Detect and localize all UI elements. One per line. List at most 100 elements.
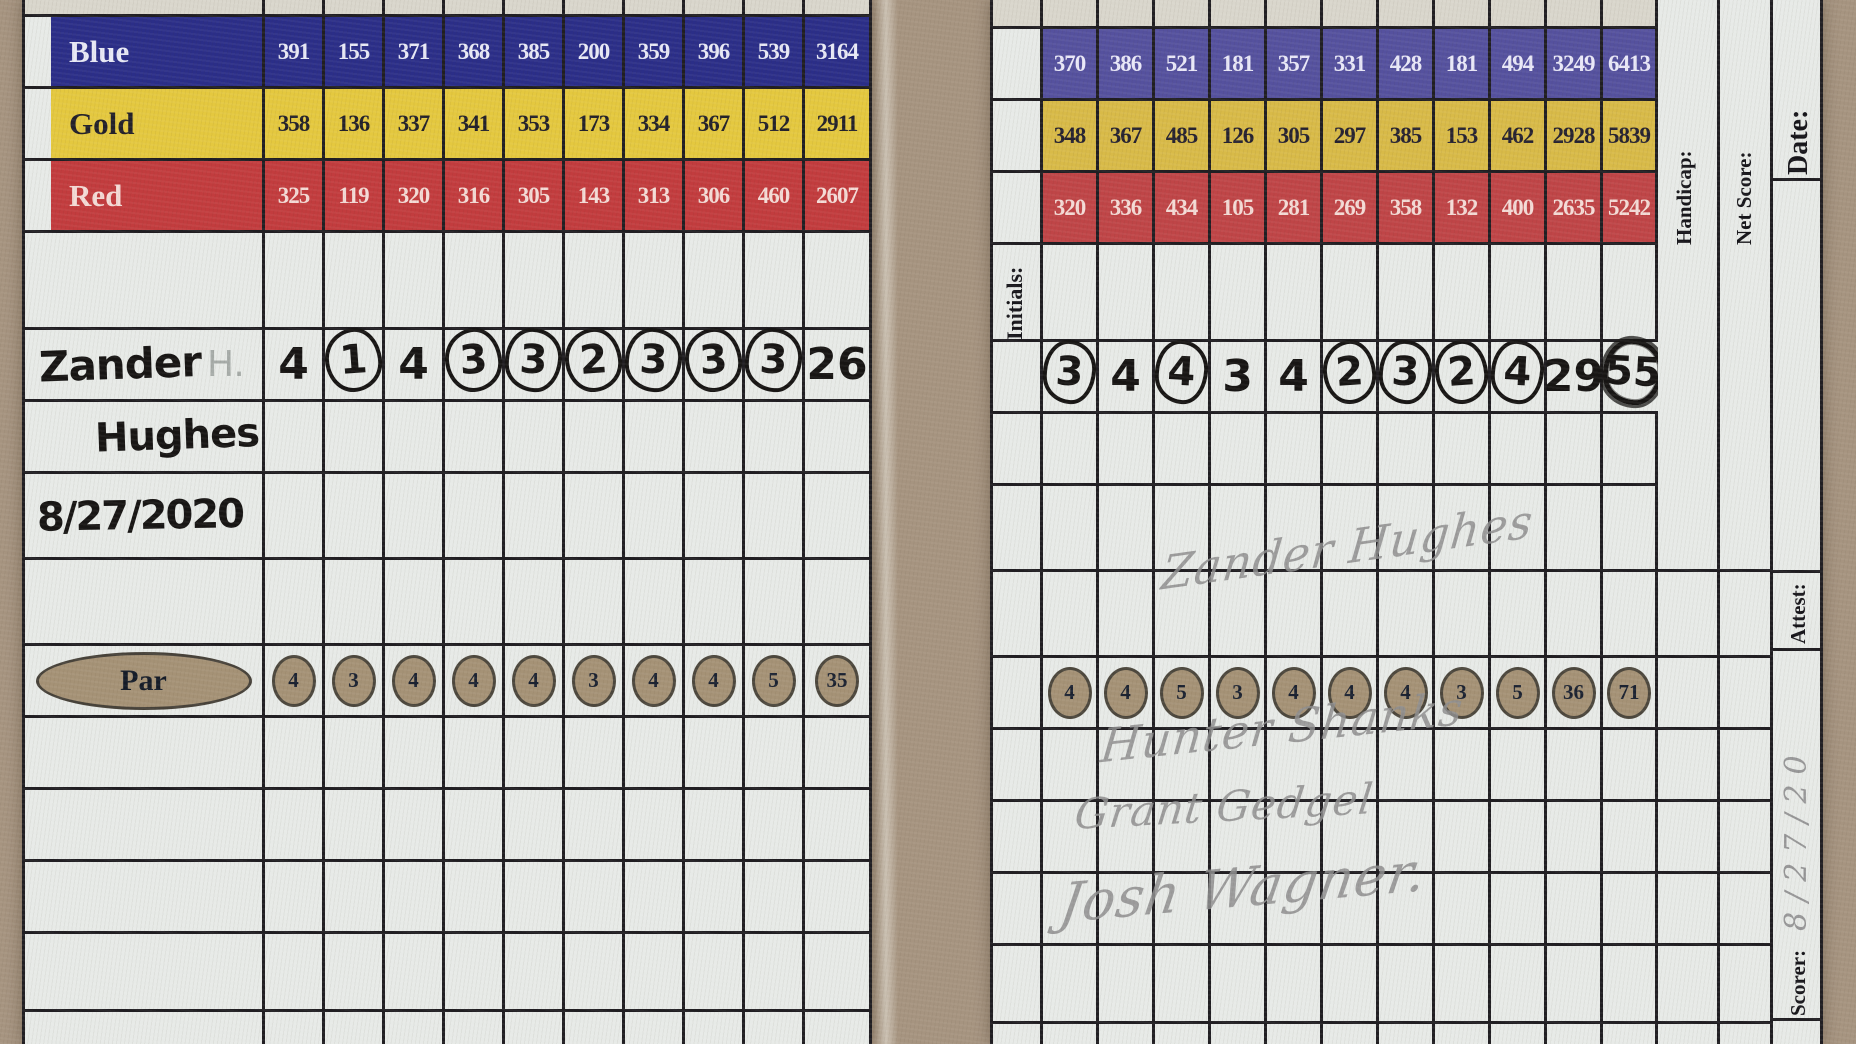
red-yardage-cell: 306	[685, 161, 745, 230]
empty-cell	[1267, 0, 1323, 26]
empty-cell	[1267, 730, 1323, 799]
gold-yardage-cell: 173	[565, 89, 625, 158]
empty-cell	[1267, 802, 1323, 871]
empty-cell	[445, 474, 505, 557]
grid-line	[1720, 1021, 1770, 1024]
red-yardage-cell: 5242	[1603, 173, 1658, 242]
par-circle: 4	[1047, 666, 1092, 719]
empty-cell	[265, 474, 325, 557]
empty-cell	[505, 934, 565, 1009]
empty-cell	[1043, 414, 1099, 483]
empty-cell	[1435, 572, 1491, 655]
empty-cell	[1267, 1024, 1323, 1044]
empty-cell	[745, 560, 805, 643]
red-yardage-cell: 269	[1323, 173, 1379, 242]
par-circle: 4	[691, 654, 736, 707]
tee-label-red: Red	[25, 161, 265, 230]
empty-cell	[685, 862, 745, 931]
blue-yardage-cell: 371	[385, 17, 445, 86]
empty-cell	[1491, 946, 1547, 1021]
empty-cell	[993, 572, 1043, 655]
gold-yardage-cell: 337	[385, 89, 445, 158]
gold-yardage-cell: 126	[1211, 101, 1267, 170]
par-circle: 36	[1551, 666, 1596, 719]
blue-yardage-cell: 386	[1099, 29, 1155, 98]
empty-cell	[745, 790, 805, 859]
empty-cell	[993, 0, 1043, 26]
printed-yardage: 320	[1053, 194, 1086, 220]
empty-cell	[325, 862, 385, 931]
empty-cell	[1435, 946, 1491, 1021]
empty-cell	[1099, 730, 1155, 799]
empty-cell	[805, 233, 872, 327]
gold-yardage-cell: 136	[325, 89, 385, 158]
empty-cell	[1435, 245, 1491, 339]
date-label: Date:	[1783, 109, 1814, 175]
tee-row-blue-back: 370 386 521 181 357 331 428 181 494 3249 6413	[990, 26, 1658, 98]
gold-yardage-cell: 348	[1043, 101, 1099, 170]
printed-yardage: 385	[517, 38, 550, 64]
empty-cell	[1603, 874, 1658, 943]
printed-yardage: 334	[637, 110, 670, 136]
empty-cell	[1099, 874, 1155, 943]
empty-cell	[25, 0, 265, 14]
empty-cell	[1379, 0, 1435, 26]
empty-cell	[325, 233, 385, 327]
blank-row-back-4	[990, 727, 1658, 799]
empty-cell	[25, 934, 265, 1009]
empty-cell	[745, 474, 805, 557]
empty-cell	[1435, 486, 1491, 569]
empty-cell	[265, 233, 325, 327]
score-cell: 4	[265, 330, 325, 399]
blue-yardage-cell: 3164	[805, 17, 872, 86]
gold-yardage-cell: 385	[1379, 101, 1435, 170]
empty-cell	[685, 934, 745, 1009]
empty-cell	[505, 1012, 565, 1044]
score-cell: 4	[1489, 338, 1547, 411]
empty-cell	[1323, 414, 1379, 483]
tee-label-gold: Gold	[25, 89, 265, 158]
empty-cell	[1099, 946, 1155, 1021]
player-name-handwriting: Zander	[38, 336, 202, 392]
red-yardage-cell: 2635	[1547, 173, 1603, 242]
empty-cell	[1211, 802, 1267, 871]
empty-cell	[1379, 414, 1435, 483]
empty-cell	[445, 1012, 505, 1044]
score-cell: 3	[743, 326, 805, 399]
red-yardage-cell: 320	[385, 161, 445, 230]
gold-yardage-cell: 2911	[805, 89, 872, 158]
player-score-row-front: Zander H. 4 1 4 3 3 2 3 3 3 26	[22, 325, 872, 399]
empty-cell	[625, 1012, 685, 1044]
empty-cell	[325, 402, 385, 471]
empty-cell	[1211, 0, 1267, 26]
empty-cell	[1211, 486, 1267, 569]
printed-yardage: 105	[1221, 194, 1254, 220]
empty-cell	[1323, 572, 1379, 655]
printed-yardage: 6413	[1608, 50, 1651, 76]
score-cell: 4	[1153, 338, 1211, 411]
empty-cell	[685, 0, 745, 14]
blue-yardage-cell: 391	[265, 17, 325, 86]
empty-cell	[505, 402, 565, 471]
empty-cell	[993, 874, 1043, 943]
scorecard-back-nine: 370 386 521 181 357 331 428 181 494 3249 6413 348 3…	[990, 0, 1823, 1044]
empty-cell	[1491, 572, 1547, 655]
gold-yardage-cell: 341	[445, 89, 505, 158]
blue-yardage-cell: 200	[565, 17, 625, 86]
empty-cell	[625, 560, 685, 643]
par-cell: 4	[1323, 658, 1379, 727]
blue-yardage-cell: 155	[325, 17, 385, 86]
empty-cell	[993, 245, 1043, 339]
empty-cell	[1491, 1024, 1547, 1044]
empty-cell	[625, 474, 685, 557]
blank-tan-row-back	[990, 242, 1658, 339]
empty-cell	[1603, 245, 1658, 339]
blank-row-front-4	[22, 859, 872, 931]
empty-cell	[1491, 730, 1547, 799]
tee-row-gold-front: Gold 358 136 337 341 353 173 334 367 512 2911	[22, 86, 872, 158]
empty-cell	[625, 233, 685, 327]
gold-yardage-cell: 353	[505, 89, 565, 158]
empty-cell	[805, 718, 872, 787]
empty-cell	[993, 802, 1043, 871]
empty-cell	[565, 0, 625, 14]
